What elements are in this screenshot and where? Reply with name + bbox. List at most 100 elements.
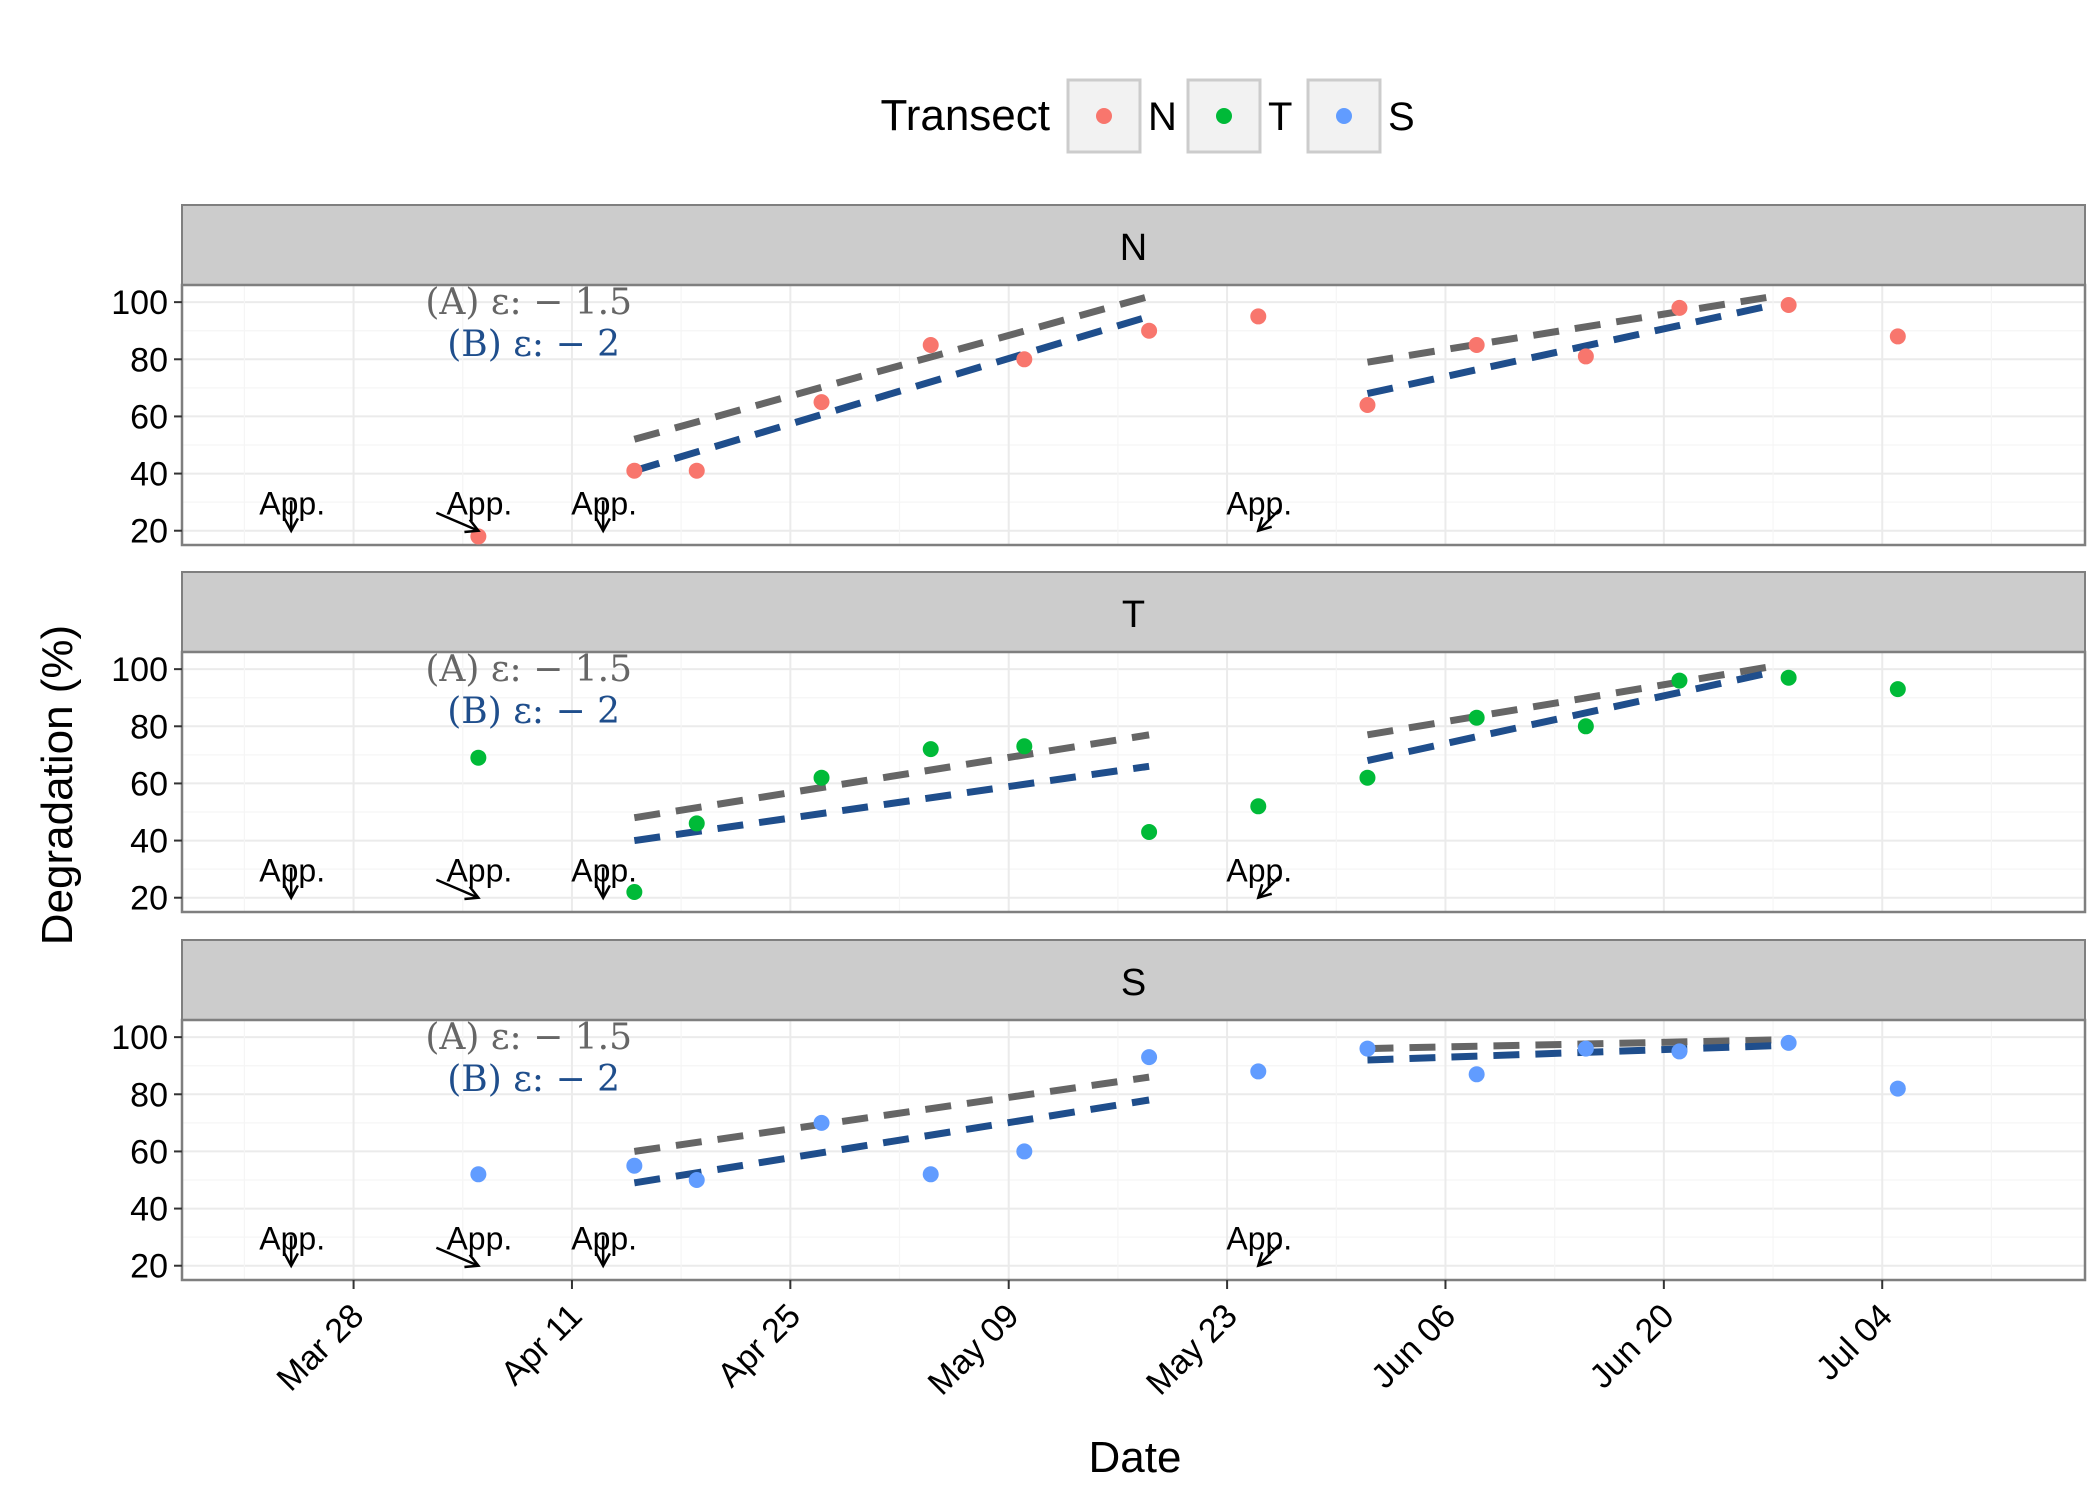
legend-key (1066, 78, 1142, 154)
y-tick-label: 20 (130, 1248, 168, 1286)
model-a-annotation: (A) ε: − 1.5 (425, 649, 632, 690)
model-b-annotation: (B) ε: − 2 (447, 691, 620, 732)
data-point (1577, 718, 1594, 735)
facet-panel-t: T 20 40 60 80 100 (A) ε: − 1.5(B) ε: − 2 App. Ap… (111, 571, 2087, 918)
x-tick-label: Mar 28 (270, 1297, 372, 1399)
application-marker: App. (1226, 1221, 1292, 1268)
data-point (626, 462, 643, 479)
application-marker: App. (435, 486, 512, 534)
data-point (922, 1166, 939, 1183)
y-tick-label: 60 (130, 1133, 168, 1171)
facet-panel-n: N 20 40 60 80 100 (A) ε: − 1.5(B) ε: − 2 App. Ap… (111, 204, 2087, 551)
data-point (1359, 1040, 1376, 1057)
gridlines (182, 1020, 2085, 1280)
data-point (688, 1172, 705, 1188)
data-point (626, 884, 643, 900)
data-point (470, 1166, 487, 1183)
data-point (1016, 351, 1033, 368)
data-point (1016, 1143, 1033, 1160)
model-a-line (1367, 1036, 1774, 1053)
x-tick-label: Jul 04 (1809, 1297, 1900, 1388)
x-axis: Mar 28 Apr 11 Apr 25 May 09 May 23 Jun 06 Jun … (270, 1280, 1900, 1402)
model-a-annotation: (A) ε: − 1.5 (425, 1017, 632, 1058)
x-tick-label: May 23 (1139, 1297, 1245, 1403)
application-arrow-head (1256, 516, 1273, 533)
legend-swatch (1216, 108, 1232, 124)
application-arrow-shaft (1257, 507, 1282, 532)
facet-strip (181, 204, 2086, 286)
data-point (1250, 1063, 1267, 1080)
data-point (1468, 1066, 1485, 1083)
data-point (1250, 308, 1267, 325)
model-a-annotation: (A) ε: − 1.5 (425, 282, 632, 323)
data-point (813, 394, 830, 411)
application-marker: App. (435, 853, 512, 901)
data-point (1468, 337, 1485, 353)
x-tick-label: Jun 06 (1364, 1297, 1463, 1396)
data-point (626, 1157, 643, 1174)
x-tick-label: Apr 11 (494, 1297, 590, 1393)
data-point (1141, 322, 1158, 339)
legend-entry-s: S (1306, 78, 1415, 154)
data-point (1016, 738, 1033, 755)
application-marker: App. (1226, 853, 1292, 900)
model-b-line (633, 762, 1150, 845)
application-arrow-head (283, 517, 299, 534)
y-tick-label: 100 (111, 1019, 168, 1057)
application-arrow-shaft (1257, 874, 1282, 899)
application-label: App. (446, 853, 512, 889)
data-point (1577, 348, 1594, 365)
data-point (1780, 1034, 1797, 1051)
application-marker: App. (435, 1221, 512, 1269)
legend-entry-n: N (1066, 78, 1177, 154)
y-tick-label: 80 (130, 1076, 168, 1114)
facet-strip-label: S (1121, 962, 1146, 1004)
data-point (1141, 1049, 1158, 1066)
application-arrow-shaft (435, 511, 479, 532)
legend-swatch (1096, 108, 1112, 124)
application-arrow-shaft (435, 1246, 479, 1267)
application-arrow-head (283, 884, 299, 901)
data-point (1780, 669, 1797, 686)
application-arrow-head (464, 518, 481, 534)
model-b-line (633, 313, 1151, 475)
model-b-line (633, 1096, 1150, 1187)
application-arrow-head (1256, 883, 1273, 900)
data-point (688, 815, 705, 832)
model-a-line (633, 293, 1151, 443)
model-a-line (633, 1073, 1150, 1155)
y-tick-label: 40 (130, 456, 168, 494)
model-b-annotation: (B) ε: − 2 (447, 1059, 620, 1100)
data-point (1141, 824, 1158, 840)
legend-label: N (1148, 95, 1177, 139)
data-point (1889, 681, 1906, 698)
legend-swatch (1336, 108, 1352, 124)
legend-entry-t: T (1186, 78, 1292, 154)
facet-strip-label: N (1120, 227, 1147, 269)
x-tick-label: Jun 20 (1582, 1297, 1681, 1396)
y-tick-label: 60 (130, 398, 168, 436)
data-point (922, 741, 939, 758)
legend: Transect N T S (880, 78, 1415, 154)
x-tick-label: Apr 25 (710, 1297, 808, 1395)
facet-panel-s: S 20 40 60 80 100 (A) ε: − 1.5(B) ε: − 2 App. Ap… (111, 939, 2087, 1286)
data-point (1889, 1080, 1906, 1097)
y-tick-label: 60 (130, 765, 168, 803)
y-tick-label: 20 (130, 880, 168, 918)
application-arrow-head (595, 1252, 611, 1269)
data-point (1889, 328, 1906, 345)
data-point (1359, 397, 1376, 413)
data-point (688, 462, 705, 479)
application-arrow-shaft (1257, 1242, 1282, 1267)
model-b-line (1366, 668, 1774, 764)
y-tick-label: 100 (111, 284, 168, 322)
data-point (470, 749, 487, 766)
model-a-line (633, 731, 1150, 822)
application-arrow-shaft (435, 878, 479, 899)
model-b-line (1366, 301, 1774, 397)
y-axis-title: Degradation (%) (33, 625, 82, 945)
application-label: App. (1226, 1221, 1292, 1257)
data-point (1577, 1040, 1594, 1057)
application-marker: App. (259, 486, 325, 534)
application-marker: App. (571, 853, 637, 901)
